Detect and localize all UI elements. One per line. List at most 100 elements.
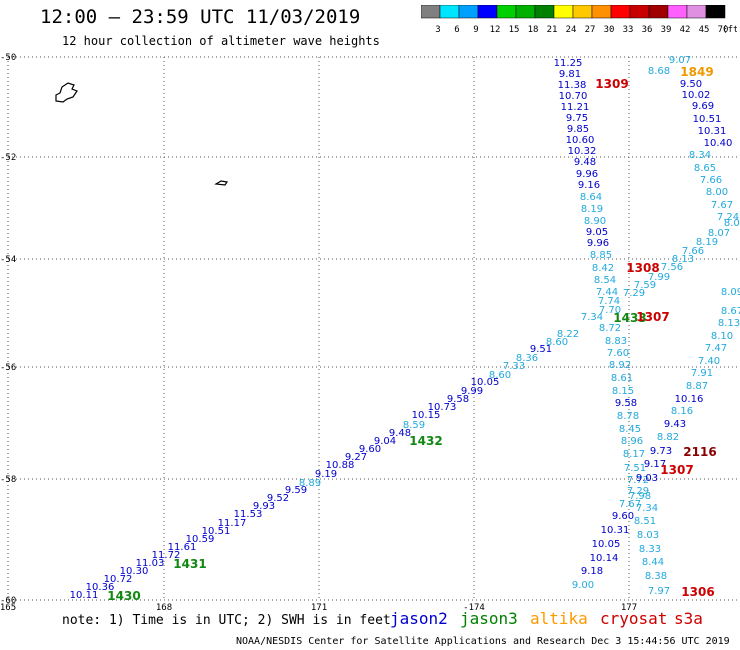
legend-label-cryosat: cryosat bbox=[600, 609, 668, 628]
wave-height-point: 9.00 bbox=[572, 580, 594, 591]
wave-height-point: 10.88 bbox=[326, 460, 355, 471]
island-shape bbox=[214, 180, 229, 186]
wave-height-point: 7.34 bbox=[581, 312, 603, 323]
wave-height-point: 9.73 bbox=[650, 446, 672, 457]
wave-height-point: 8.60 bbox=[489, 370, 511, 381]
wave-height-point: 7.74 bbox=[598, 296, 620, 307]
wave-height-point: 8.09 bbox=[721, 287, 740, 298]
wave-height-point: 9.17 bbox=[644, 459, 666, 470]
wave-height-point: 8.45 bbox=[619, 424, 641, 435]
wave-height-point: 7.99 bbox=[648, 272, 670, 283]
wave-height-point: 8.03 bbox=[637, 530, 659, 541]
wave-height-point: 8.92 bbox=[609, 360, 631, 371]
pass-time-label: 1849 bbox=[680, 65, 713, 79]
wave-height-point: 10.60 bbox=[566, 135, 595, 146]
wave-height-point: 7.67 bbox=[619, 499, 641, 510]
wave-height-point: 8.00 bbox=[706, 187, 728, 198]
wave-height-point: 7.59 bbox=[634, 280, 656, 291]
wave-height-point: 8.65 bbox=[694, 163, 716, 174]
wave-height-point: 9.58 bbox=[447, 394, 469, 405]
wave-height-point: 7.29 bbox=[623, 288, 645, 299]
pass-time-label: 1430 bbox=[107, 589, 140, 603]
color-scale-label: 27 bbox=[585, 25, 596, 35]
wave-height-point: 11.03 bbox=[136, 558, 165, 569]
pass-time-label: 1306 bbox=[681, 585, 714, 599]
wave-height-map: 165 168 171 -174 177-50-52-54-56-58-6011.259… bbox=[0, 53, 740, 612]
wave-height-point: 9.59 bbox=[285, 485, 307, 496]
color-scale-label: 18 bbox=[528, 25, 539, 35]
y-tick-label: -52 bbox=[0, 153, 16, 163]
island-shape bbox=[55, 82, 78, 103]
wave-height-point: 10.36 bbox=[86, 582, 115, 593]
wave-height-point: 8.13 bbox=[672, 254, 694, 265]
wave-height-point: 8.68 bbox=[648, 66, 670, 77]
wave-height-point: 8.07 bbox=[708, 228, 730, 239]
wave-height-point: 8.89 bbox=[299, 478, 321, 489]
wave-height-point: 7.67 bbox=[711, 200, 733, 211]
wave-height-point: 8.87 bbox=[686, 381, 708, 392]
pass-time-label: 1431 bbox=[173, 557, 206, 571]
wave-height-point: 8.10 bbox=[711, 331, 733, 342]
wave-height-point: 10.14 bbox=[590, 553, 619, 564]
wave-height-point: 8.83 bbox=[605, 336, 627, 347]
wave-height-point: 11.21 bbox=[561, 102, 590, 113]
wave-height-point: 7.33 bbox=[503, 361, 525, 372]
wave-height-point: 10.31 bbox=[601, 525, 630, 536]
wave-height-point: 7.91 bbox=[691, 368, 713, 379]
wave-height-point: 8.85 bbox=[590, 250, 612, 261]
wave-height-point: 9.18 bbox=[581, 566, 603, 577]
wave-height-point: 8.17 bbox=[623, 449, 645, 460]
wave-height-point: 10.05 bbox=[471, 377, 500, 388]
wave-height-point: 7.34 bbox=[636, 503, 658, 514]
wave-height-point: 10.02 bbox=[682, 90, 711, 101]
wave-height-point: 10.11 bbox=[70, 590, 99, 601]
wave-height-point: 8.51 bbox=[634, 516, 656, 527]
wave-height-point: 7.29 bbox=[627, 486, 649, 497]
legend-label-s3a: s3a bbox=[674, 609, 703, 628]
wave-height-point: 9.75 bbox=[566, 113, 588, 124]
wave-height-point: 8.15 bbox=[612, 386, 634, 397]
wave-height-point: 9.19 bbox=[315, 469, 337, 480]
wave-height-point: 9.03 bbox=[636, 473, 658, 484]
wave-height-point: 7.70 bbox=[599, 305, 621, 316]
wave-height-point: 9.93 bbox=[253, 501, 275, 512]
legend-s3a: s3a bbox=[674, 609, 703, 628]
wave-height-point: 8.22 bbox=[557, 329, 579, 340]
legend-jason3: jason3 bbox=[460, 609, 518, 628]
wave-height-point: 8.64 bbox=[580, 192, 602, 203]
color-scale-label: 39 bbox=[661, 25, 672, 35]
color-scale-label: 24 bbox=[566, 25, 577, 35]
wave-height-point: 10.31 bbox=[698, 126, 727, 137]
wave-height-point: 10.32 bbox=[568, 146, 597, 157]
wave-height-point: 10.15 bbox=[412, 410, 441, 421]
wave-height-point: 9.48 bbox=[389, 428, 411, 439]
wave-height-point: 7.56 bbox=[661, 262, 683, 273]
wave-height-point: 10.73 bbox=[428, 402, 457, 413]
pass-time-label: 2116 bbox=[683, 445, 716, 459]
color-scale-unit: (ft) bbox=[722, 25, 737, 35]
wave-height-point: 9.51 bbox=[530, 344, 552, 355]
y-tick-label: -58 bbox=[0, 475, 16, 485]
wave-height-point: 9.48 bbox=[574, 157, 596, 168]
wave-height-point: 9.96 bbox=[576, 169, 598, 180]
legend-label-jason2: jason2 bbox=[390, 609, 448, 628]
legend-jason2: jason2 bbox=[390, 609, 448, 628]
credit-footer: NOAA/NESDIS Center for Satellite Applica… bbox=[236, 636, 730, 647]
wave-height-point: 8.96 bbox=[621, 436, 643, 447]
wave-height-point: 7.72 bbox=[627, 475, 649, 486]
wave-height-point: 10.51 bbox=[202, 526, 231, 537]
wave-height-point: 8.90 bbox=[584, 216, 606, 227]
wave-height-point: 7.98 bbox=[629, 491, 651, 502]
legend-label-jason3: jason3 bbox=[460, 609, 518, 628]
color-scale-label: 30 bbox=[604, 25, 615, 35]
wave-height-point: 9.04 bbox=[374, 436, 396, 447]
wave-height-point: 10.72 bbox=[104, 574, 133, 585]
wave-height-point: 11.25 bbox=[554, 58, 583, 69]
wave-height-point: 8.34 bbox=[689, 150, 711, 161]
wave-height-point: 8.16 bbox=[671, 406, 693, 417]
wave-height-point: 11.72 bbox=[152, 550, 181, 561]
pass-time-label: 1307 bbox=[636, 310, 669, 324]
x-tick-label: 171 bbox=[311, 603, 327, 612]
wave-height-point: 8.78 bbox=[617, 411, 639, 422]
